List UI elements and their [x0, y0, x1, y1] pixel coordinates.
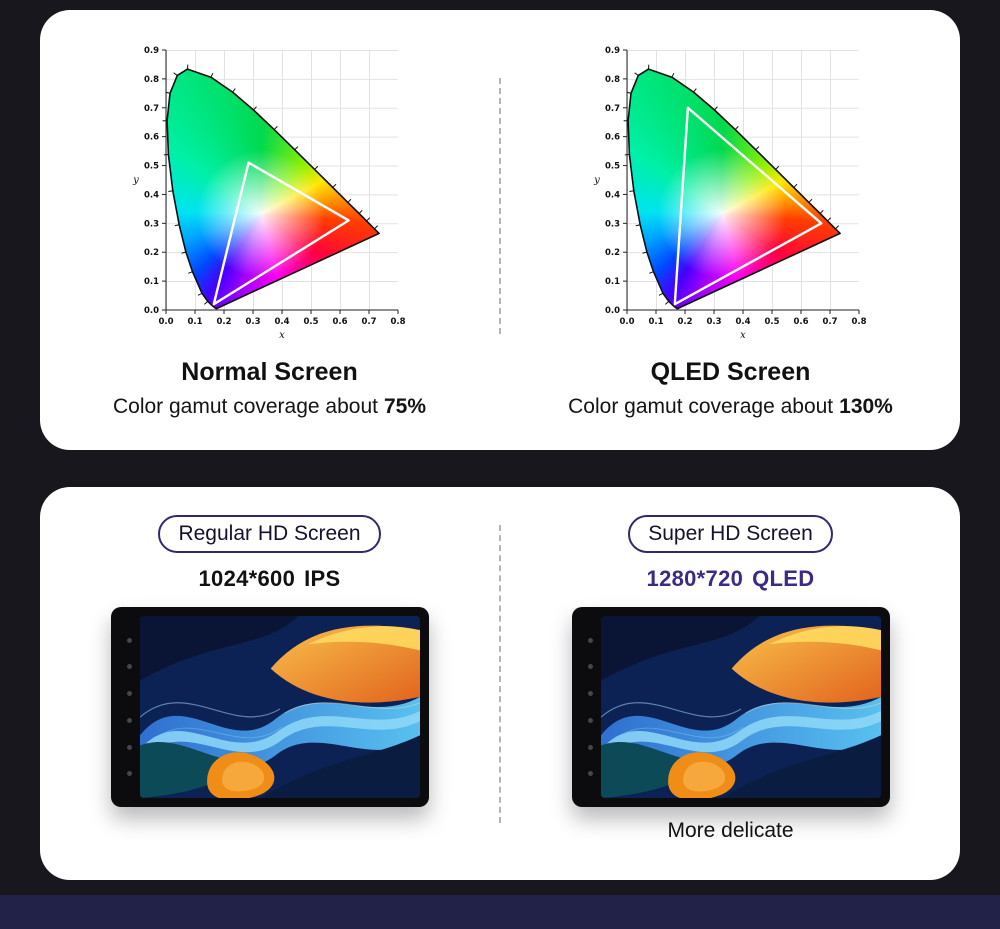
svg-text:0.3: 0.3 — [143, 219, 158, 229]
device-bezel — [581, 616, 601, 798]
svg-text:0.7: 0.7 — [143, 104, 158, 114]
color-gamut-card: 0.0 0.1 0.2 0.3 0.4 0.5 0.6 0.7 0.8 0.0 0.1 0.2 0.3 0… — [40, 10, 960, 450]
svg-text:0.4: 0.4 — [735, 317, 750, 327]
caption-text: Color gamut coverage about — [568, 395, 834, 418]
svg-text:0.9: 0.9 — [143, 46, 158, 56]
svg-text:0.2: 0.2 — [604, 248, 619, 258]
coverage-value: 75% — [383, 395, 427, 418]
svg-text:0.3: 0.3 — [604, 219, 619, 229]
head-unit-super — [571, 607, 890, 807]
regular-resolution: 1024*600 IPS — [199, 566, 341, 592]
svg-text:0.9: 0.9 — [604, 46, 619, 56]
svg-text:0.6: 0.6 — [604, 133, 619, 143]
svg-text:y: y — [593, 175, 600, 186]
regular-hd-panel: Regular HD Screen 1024*600 IPS — [40, 515, 499, 880]
svg-text:0.7: 0.7 — [361, 317, 376, 327]
caption-text: Color gamut coverage about — [112, 395, 378, 418]
screen-comparison-card: Regular HD Screen 1024*600 IPS — [40, 487, 960, 880]
regular-hd-badge: Regular HD Screen — [158, 515, 381, 553]
bezel-button-icon — [127, 664, 132, 670]
qled-screen-title: QLED Screen — [650, 358, 811, 386]
panel-type: QLED — [752, 566, 815, 591]
normal-screen-panel: 0.0 0.1 0.2 0.3 0.4 0.5 0.6 0.7 0.8 0.0 0.1 0.2 0.3 0… — [40, 36, 499, 450]
coverage-value: 130% — [839, 395, 893, 418]
svg-text:0.6: 0.6 — [143, 133, 158, 143]
footer-band — [0, 895, 1000, 929]
resolution-value: 1024*600 — [198, 566, 296, 591]
svg-text:0.5: 0.5 — [764, 317, 779, 327]
bezel-button-icon — [588, 637, 593, 643]
svg-text:0.1: 0.1 — [187, 317, 202, 327]
svg-text:0.5: 0.5 — [143, 162, 158, 172]
svg-text:0.1: 0.1 — [604, 277, 619, 287]
normal-screen-title: Normal Screen — [181, 358, 358, 386]
device-screen — [600, 616, 881, 798]
device-bezel — [120, 616, 140, 798]
chart-overlay-svg: 0.0 0.1 0.2 0.3 0.4 0.5 0.6 0.7 0.8 0.0 0.1 0.2 0.3 0… — [593, 46, 866, 341]
qled-screen-panel: 0.0 0.1 0.2 0.3 0.4 0.5 0.6 0.7 0.8 0.0 0.1 0.2 0.3 0… — [501, 36, 960, 450]
svg-text:0.0: 0.0 — [604, 306, 619, 316]
qled-screen-caption: Color gamut coverage about 130% — [568, 395, 893, 419]
svg-text:y: y — [132, 175, 139, 186]
bezel-button-icon — [127, 691, 132, 697]
svg-text:0.0: 0.0 — [619, 317, 634, 327]
wallpaper-art — [600, 616, 881, 798]
super-resolution: 1280*720 QLED — [647, 566, 815, 592]
dashed-divider — [499, 525, 501, 823]
cie-chart-normal: 0.0 0.1 0.2 0.3 0.4 0.5 0.6 0.7 0.8 0.0 0.1 0.2 0.3 0… — [120, 36, 420, 342]
svg-text:0.5: 0.5 — [303, 317, 318, 327]
svg-text:0.4: 0.4 — [274, 317, 289, 327]
bezel-button-icon — [127, 771, 132, 777]
svg-text:0.4: 0.4 — [143, 190, 158, 200]
bezel-button-icon — [588, 771, 593, 777]
cie-plot-area — [165, 50, 398, 310]
wallpaper-art — [139, 616, 420, 798]
cie-plot-area — [626, 50, 859, 310]
bezel-button-icon — [127, 717, 132, 723]
resolution-value: 1280*720 — [646, 566, 744, 591]
device-screen — [139, 616, 420, 798]
svg-text:x: x — [279, 330, 285, 341]
svg-text:0.7: 0.7 — [822, 317, 837, 327]
svg-text:0.0: 0.0 — [143, 306, 158, 316]
bezel-button-icon — [588, 744, 593, 750]
svg-text:0.1: 0.1 — [648, 317, 663, 327]
svg-text:0.8: 0.8 — [851, 317, 866, 327]
more-delicate-note: More delicate — [667, 819, 794, 842]
svg-text:0.1: 0.1 — [143, 277, 158, 287]
chart-overlay-svg: 0.0 0.1 0.2 0.3 0.4 0.5 0.6 0.7 0.8 0.0 0.1 0.2 0.3 0… — [132, 46, 405, 341]
bezel-button-icon — [588, 717, 593, 723]
svg-text:0.8: 0.8 — [604, 75, 619, 85]
svg-text:0.5: 0.5 — [604, 162, 619, 172]
super-hd-badge: Super HD Screen — [628, 515, 833, 553]
svg-text:x: x — [740, 330, 746, 341]
svg-text:0.8: 0.8 — [390, 317, 405, 327]
svg-text:0.3: 0.3 — [245, 317, 260, 327]
svg-text:0.2: 0.2 — [143, 248, 158, 258]
bezel-button-icon — [127, 637, 132, 643]
svg-text:0.0: 0.0 — [158, 317, 173, 327]
svg-text:0.2: 0.2 — [677, 317, 692, 327]
bezel-button-icon — [127, 744, 132, 750]
super-hd-panel: Super HD Screen 1280*720 QLED More delica… — [501, 515, 960, 880]
svg-text:0.4: 0.4 — [604, 190, 619, 200]
svg-text:0.8: 0.8 — [143, 75, 158, 85]
svg-text:0.6: 0.6 — [332, 317, 347, 327]
bezel-button-icon — [588, 691, 593, 697]
normal-screen-caption: Color gamut coverage about 75% — [113, 395, 426, 419]
head-unit-regular — [110, 607, 429, 807]
svg-text:0.6: 0.6 — [793, 317, 808, 327]
bezel-button-icon — [588, 664, 593, 670]
svg-text:0.2: 0.2 — [216, 317, 231, 327]
panel-type: IPS — [304, 566, 341, 591]
cie-chart-qled: 0.0 0.1 0.2 0.3 0.4 0.5 0.6 0.7 0.8 0.0 0.1 0.2 0.3 0… — [581, 36, 881, 342]
svg-text:0.7: 0.7 — [604, 104, 619, 114]
dashed-divider — [499, 78, 501, 334]
svg-text:0.3: 0.3 — [706, 317, 721, 327]
